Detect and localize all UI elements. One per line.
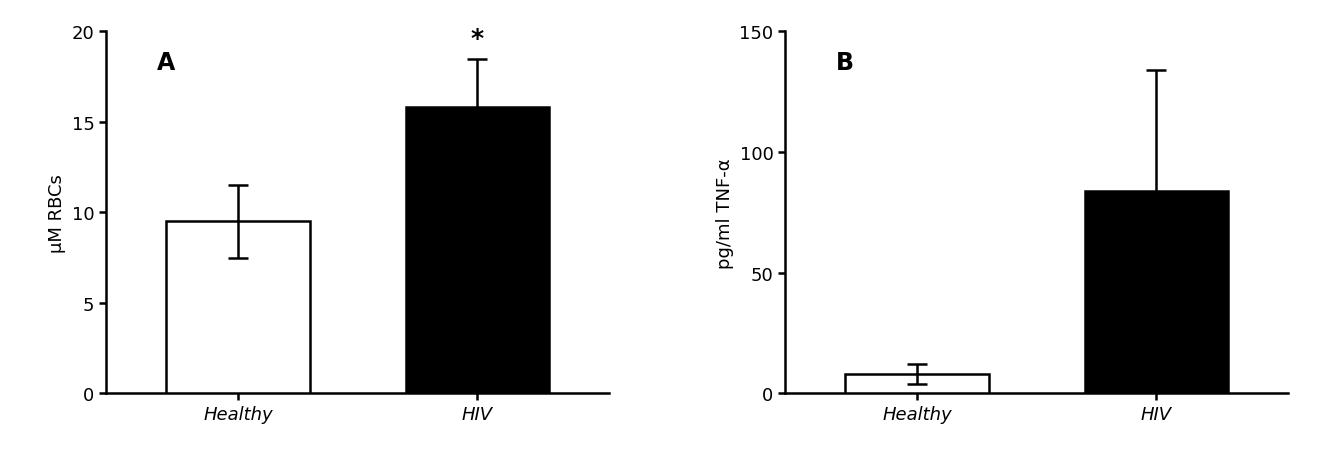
Y-axis label: pg/ml TNF-α: pg/ml TNF-α — [716, 158, 734, 268]
Bar — [405, 108, 550, 394]
Y-axis label: μM RBCs: μM RBCs — [48, 174, 66, 252]
Text: A: A — [157, 50, 175, 75]
Bar — [166, 222, 309, 394]
Text: *: * — [471, 26, 483, 50]
Bar — [845, 374, 989, 394]
Bar — [1085, 191, 1228, 394]
Text: B: B — [835, 50, 854, 75]
